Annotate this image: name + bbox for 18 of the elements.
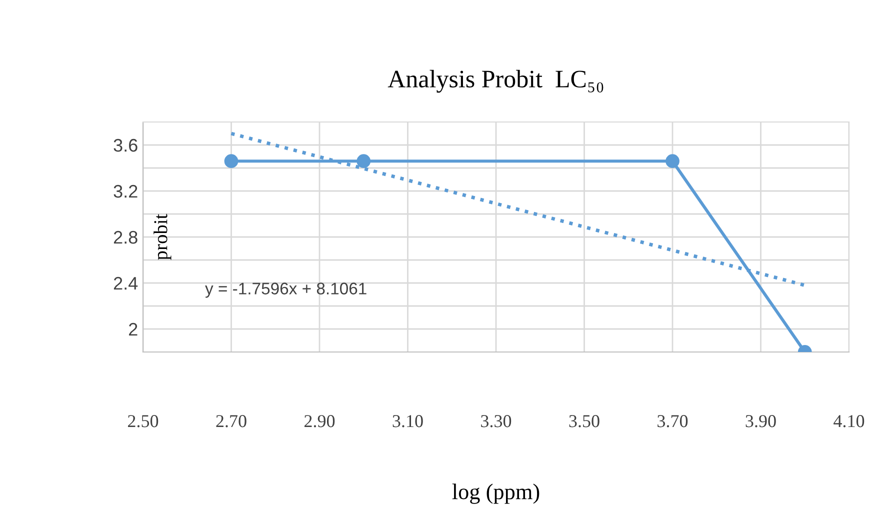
- x-tick-label: 3.70: [658, 415, 688, 428]
- x-tick-label: 3.10: [392, 415, 423, 428]
- x-tick-label: 2.70: [216, 415, 246, 428]
- x-axis-title: log (ppm): [452, 484, 540, 504]
- x-tick-label: 3.50: [569, 415, 600, 428]
- y-tick-label: 2: [129, 322, 138, 336]
- annotation: y = -1.7596x + 8.1061: [205, 282, 366, 298]
- x-tick-label: 3.30: [481, 415, 512, 428]
- x-tick-label: 4.10: [834, 415, 864, 428]
- y-tick-label: 3.6: [114, 138, 138, 152]
- y-tick-label: 2.8: [114, 230, 138, 244]
- x-tick-label: 2.50: [128, 415, 158, 428]
- x-tick-label: 3.90: [746, 415, 776, 428]
- chart-title: Analysis Probit LC₅₀: [388, 70, 604, 93]
- x-tick-label: 2.90: [304, 415, 335, 428]
- y-axis-title: probit: [154, 214, 172, 260]
- y-tick-label: 2.4: [114, 276, 138, 290]
- y-tick-label: 3.2: [114, 184, 138, 198]
